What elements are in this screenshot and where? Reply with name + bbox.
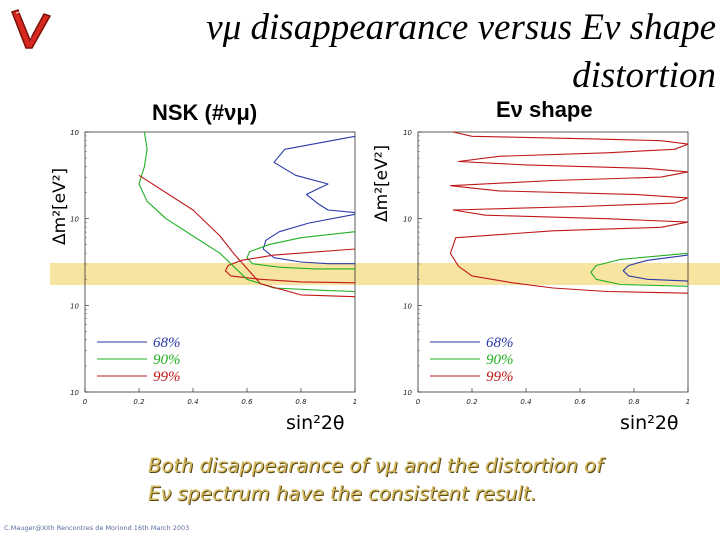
right-x-tick-label: 0 [416, 398, 421, 406]
left-x-tick-label: 0.6 [241, 398, 253, 406]
left-contour-68-0 [262, 213, 356, 265]
left-legend-label-99: 99% [153, 369, 181, 385]
right-x-tick-label: 0.2 [466, 398, 478, 406]
left-y-tick-label: 10 [70, 216, 79, 224]
left-legend-label-90: 90% [153, 352, 181, 368]
right-y-tick-label: 10 [403, 389, 412, 397]
right-legend-label-68: 68% [486, 335, 514, 351]
left-panel-title: NSK (#νμ) [152, 100, 258, 125]
right-x-tick-label: 0.4 [520, 398, 531, 406]
left-contour-plot: 0 0.2 0.4 0.6 0.8 1 10 10 10 10 68%90%99% [70, 129, 357, 406]
right-y-tick-label: 10 [403, 129, 412, 137]
conclusion-line2: Eν spectrum have the consistent result. [148, 482, 537, 505]
right-x-tick-label: 0.8 [628, 398, 640, 406]
left-contour-90-4 [138, 131, 356, 293]
right-contour-68-0 [622, 254, 689, 282]
left-contour-68-3 [273, 135, 356, 214]
left-x-tick-label: 0.2 [133, 398, 145, 406]
left-x-tick-label: 0.4 [187, 398, 198, 406]
left-contour-90-1 [246, 231, 356, 270]
right-contour-plot: 0 0.2 0.4 0.6 0.8 1 10 10 10 10 68%90%99% [403, 129, 690, 406]
right-y-tick-label: 10 [403, 216, 412, 224]
right-legend-label-90: 90% [486, 352, 514, 368]
left-x-tick-label: 1 [353, 398, 357, 406]
slide-title-line1: νμ disappearance versus Eν shape [206, 7, 716, 48]
slide-title-line2: distortion [572, 55, 716, 96]
left-contour-99-5 [138, 174, 356, 298]
right-legend-label-99: 99% [486, 369, 514, 385]
right-x-tick-label: 0.6 [574, 398, 586, 406]
right-plot-frame [417, 131, 689, 393]
nu-logo [11, 9, 52, 49]
credit-line: C.Mauger@XIth Rencontres de Moriond 16th… [4, 524, 190, 532]
right-contour-99-2 [449, 131, 689, 294]
left-x-tick-label: 0 [83, 398, 88, 406]
left-y-tick-label: 10 [70, 302, 79, 310]
left-x-tick-label: 0.8 [295, 398, 307, 406]
allowed-region-band [50, 263, 720, 285]
right-panel-title: Eν shape [496, 97, 593, 122]
right-contour-90-1 [590, 252, 689, 287]
conclusion-text: Both disappearance of νμ and the distort… [148, 452, 718, 508]
left-y-tick-label: 10 [70, 129, 79, 137]
left-x-axis-label: sin²2θ [286, 412, 345, 434]
left-legend-label-68: 68% [153, 335, 181, 351]
left-contour-99-2 [224, 248, 356, 284]
conclusion-line1: Both disappearance of νμ and the distort… [148, 454, 603, 477]
right-x-tick-label: 1 [686, 398, 690, 406]
right-x-axis-label: sin²2θ [620, 412, 679, 434]
left-plot-frame [84, 131, 356, 393]
right-y-tick-label: 10 [403, 302, 412, 310]
left-y-tick-label: 10 [70, 389, 79, 397]
